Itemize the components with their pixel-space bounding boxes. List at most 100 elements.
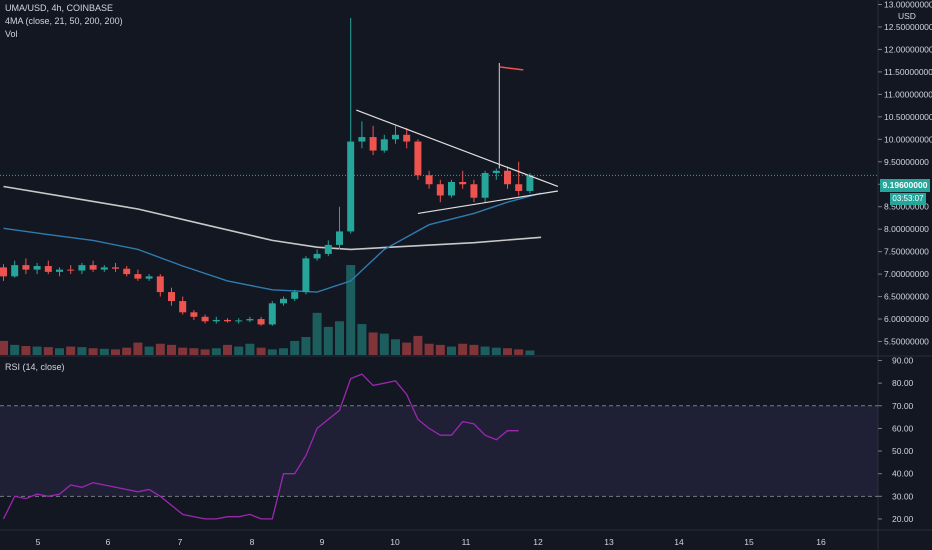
candle-body [78,265,86,271]
time-tick-label: 9 [320,537,325,547]
volume-bar [178,347,188,355]
candle-body [112,267,119,269]
volume-bar [10,344,20,355]
candle-body [504,170,511,185]
candle-body [515,184,523,191]
time-tick-label: 6 [106,537,111,547]
countdown-badge: 03:53:07 [890,193,926,205]
rsi-tick-label: 30.00 [892,491,914,501]
candle-body [201,316,209,322]
volume-bar [66,346,76,355]
volume-legend[interactable]: Vol [5,29,18,39]
candle-body [235,320,243,322]
candle-body [100,267,108,270]
candle-body [291,292,299,299]
volume-bar [21,346,31,355]
time-tick-label: 5 [36,537,41,547]
volume-bar [469,344,479,355]
symbol-legend[interactable]: UMA/USD, 4h, COINBASE [5,3,114,13]
candle-body [168,292,175,302]
ma-legend[interactable]: 4MA (close, 21, 50, 200, 200) [5,16,123,26]
candle-body [257,319,265,325]
volume-bar [424,343,434,355]
candle-body [369,137,377,151]
volume-bar [122,347,132,355]
time-tick-label: 16 [816,537,826,547]
candle-body [380,139,388,151]
volume-bar [111,349,120,355]
rsi-tick-label: 60.00 [892,423,914,433]
volume-bar [223,344,232,355]
volume-bar [77,347,87,355]
time-tick-label: 7 [178,537,183,547]
price-tick-label: 12.00000000 [884,44,932,54]
price-tick-label: 11.50000000 [884,67,932,77]
candle-body [212,319,220,322]
volume-bar [447,346,456,355]
price-tick-label: 6.00000000 [884,314,929,324]
volume-bar [357,324,367,355]
volume-bar [133,342,143,355]
candle-body [336,231,343,245]
currency-label: USD [898,11,916,21]
price-tick-label: 8.50000000 [884,202,929,212]
candle-body [358,137,366,142]
candle-body [190,312,198,317]
volume-bar [514,349,524,355]
volume-bar [267,349,277,355]
volume-bar [335,321,344,355]
candle-body [22,265,30,270]
candle-body [145,276,153,279]
volume-bar [55,348,64,355]
time-tick-label: 12 [533,537,543,547]
candle-body [156,276,164,293]
triangle-trendline [417,190,558,215]
volume-bar [379,333,389,355]
candle-body [0,267,7,277]
candle-body [425,175,433,185]
candle-body [44,266,52,272]
candle-body [313,253,321,259]
price-tick-label: 11.00000000 [884,89,932,99]
ma-long-line [3,185,542,251]
candle-body [89,265,97,270]
candle-body [403,134,411,142]
volume-bar [301,337,311,355]
rsi-legend[interactable]: RSI (14, close) [5,362,65,372]
price-tick-label: 10.50000000 [884,112,932,122]
volume-bar [0,340,8,355]
price-tick-label: 8.00000000 [884,224,929,234]
candle-body [302,258,310,293]
volume-bar [290,340,300,355]
candle-body [481,173,489,198]
volume-bar [391,339,400,355]
candle-body [224,319,231,322]
volume-bar [256,347,266,355]
volume-bar [525,350,535,355]
candle-body [347,141,355,232]
volume-bar [312,312,322,355]
volume-bar [234,346,244,355]
candle-body [280,298,287,304]
rsi-band-fill [0,405,878,497]
volume-bar [32,346,42,355]
volume-bar [368,332,378,355]
price-tick-label: 5.50000000 [884,337,929,347]
rsi-tick-label: 90.00 [892,356,914,366]
volume-bar [200,349,210,355]
price-tick-label: 12.50000000 [884,22,932,32]
volume-bar [211,348,221,355]
rsi-tick-label: 80.00 [892,378,914,388]
price-tick-label: 10.00000000 [884,134,932,144]
price-tick-label: 6.50000000 [884,292,929,302]
volume-bar [491,347,501,355]
volume-bar [43,347,53,355]
candle-body [123,268,131,275]
triangle-trendline [356,109,559,188]
time-tick-label: 15 [744,537,754,547]
price-tick-label: 13.00000000 [884,0,932,9]
rsi-line [2,373,519,520]
price-tick-label: 7.50000000 [884,247,929,257]
